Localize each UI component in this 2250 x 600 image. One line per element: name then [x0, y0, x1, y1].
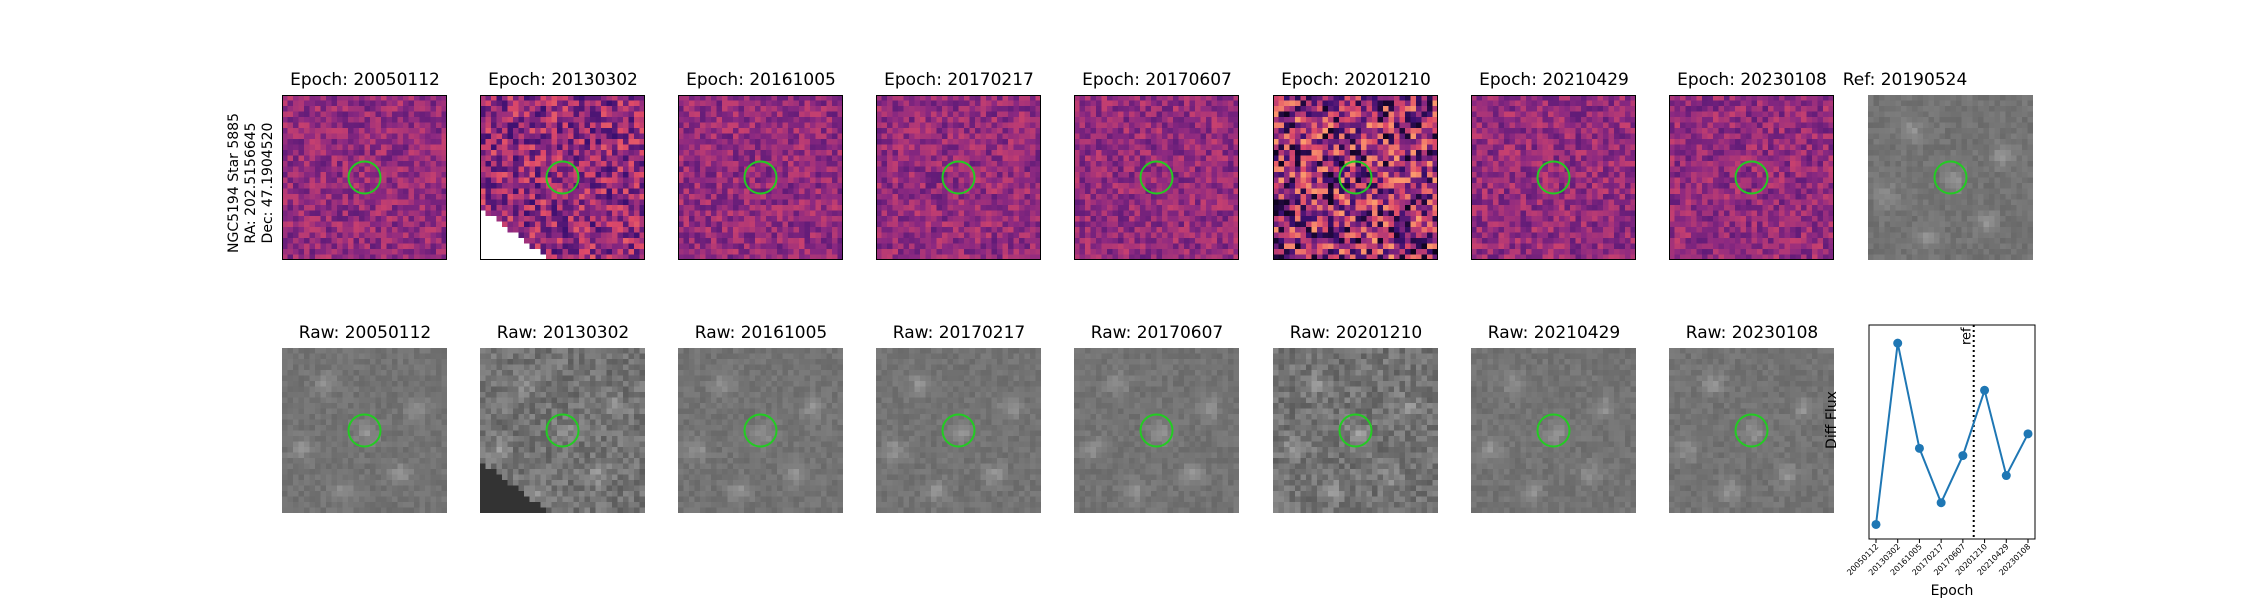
- light-curve-chart: ref 20050112 20130302 20161005 20170217 20170…: [1845, 324, 2036, 577]
- raw-image-panel: [876, 348, 1041, 513]
- target-marker-circle: [1734, 160, 1769, 195]
- data-point: [1980, 385, 1990, 395]
- diff-image-panel: [876, 95, 1041, 260]
- target-marker-circle: [743, 413, 778, 448]
- data-point: [1914, 443, 1924, 453]
- raw-image-title: Raw: 20201210: [1289, 323, 1423, 343]
- target-marker-circle: [743, 160, 778, 195]
- diff-image-title: Epoch: 20050112: [290, 70, 440, 90]
- raw-image-title: Raw: 20170217: [892, 323, 1026, 343]
- reference-line-label: ref: [1960, 327, 1975, 345]
- diff-image-title: Epoch: 20170217: [884, 70, 1034, 90]
- target-marker-circle: [347, 413, 382, 448]
- target-marker-circle: [1933, 160, 1968, 195]
- data-point: [1936, 498, 1946, 508]
- target-marker-circle: [941, 413, 976, 448]
- target-marker-circle: [941, 160, 976, 195]
- target-marker-circle: [1536, 413, 1571, 448]
- diff-image-title: Epoch: 20161005: [686, 70, 836, 90]
- target-marker-circle: [1338, 160, 1373, 195]
- ref-image-panel: [1868, 95, 2033, 260]
- raw-image-panel: [480, 348, 645, 513]
- raw-image-title: Raw: 20130302: [496, 323, 630, 343]
- raw-image-title: Raw: 20050112: [298, 323, 432, 343]
- raw-image-panel: [1471, 348, 1636, 513]
- series-line: [1875, 342, 2029, 525]
- target-marker-circle: [1139, 160, 1174, 195]
- diff-image-panel: [1074, 95, 1239, 260]
- target-dec: Dec: 47.1904520: [260, 122, 276, 244]
- diff-image-panel: [678, 95, 843, 260]
- target-marker-circle: [545, 413, 580, 448]
- diff-image-panel: [282, 95, 447, 260]
- diff-image-title: Epoch: 20201210: [1281, 70, 1431, 90]
- diff-image-title: Epoch: 20210429: [1479, 70, 1629, 90]
- diff-image-title: Epoch: 20170607: [1082, 70, 1232, 90]
- target-marker-circle: [347, 160, 382, 195]
- x-axis-label: Epoch: [1930, 583, 1974, 599]
- target-ra: RA: 202.5156645: [243, 122, 259, 244]
- diff-image-panel: [1273, 95, 1438, 260]
- data-point: [1893, 338, 1903, 348]
- data-point: [2001, 471, 2011, 481]
- raw-image-panel: [678, 348, 843, 513]
- diff-image-title: Epoch: 20130302: [488, 70, 638, 90]
- y-axis-label: Diff Flux: [1824, 391, 1840, 449]
- target-marker-circle: [545, 160, 580, 195]
- data-point: [1958, 451, 1968, 461]
- ref-panel-title: Ref: 20190524: [1842, 70, 1968, 90]
- raw-image-title: Raw: 20161005: [694, 323, 828, 343]
- raw-image-title: Raw: 20170607: [1090, 323, 1224, 343]
- target-marker-circle: [1338, 413, 1373, 448]
- target-marker-circle: [1536, 160, 1571, 195]
- plot-frame: [1868, 324, 2036, 540]
- raw-image-panel: [282, 348, 447, 513]
- raw-image-panel: [1669, 348, 1834, 513]
- diff-image-panel: [480, 95, 645, 260]
- diff-image-title: Epoch: 20230108: [1677, 70, 1827, 90]
- data-point: [2023, 429, 2033, 439]
- target-marker-circle: [1139, 413, 1174, 448]
- diff-image-panel: [1471, 95, 1636, 260]
- data-point: [1871, 519, 1881, 529]
- raw-image-panel: [1273, 348, 1438, 513]
- raw-image-panel: [1074, 348, 1239, 513]
- target-marker-circle: [1734, 413, 1769, 448]
- diff-image-panel: [1669, 95, 1834, 260]
- target-name: NGC5194 Star 5885: [226, 113, 242, 253]
- raw-image-title: Raw: 20230108: [1685, 323, 1819, 343]
- raw-image-title: Raw: 20210429: [1487, 323, 1621, 343]
